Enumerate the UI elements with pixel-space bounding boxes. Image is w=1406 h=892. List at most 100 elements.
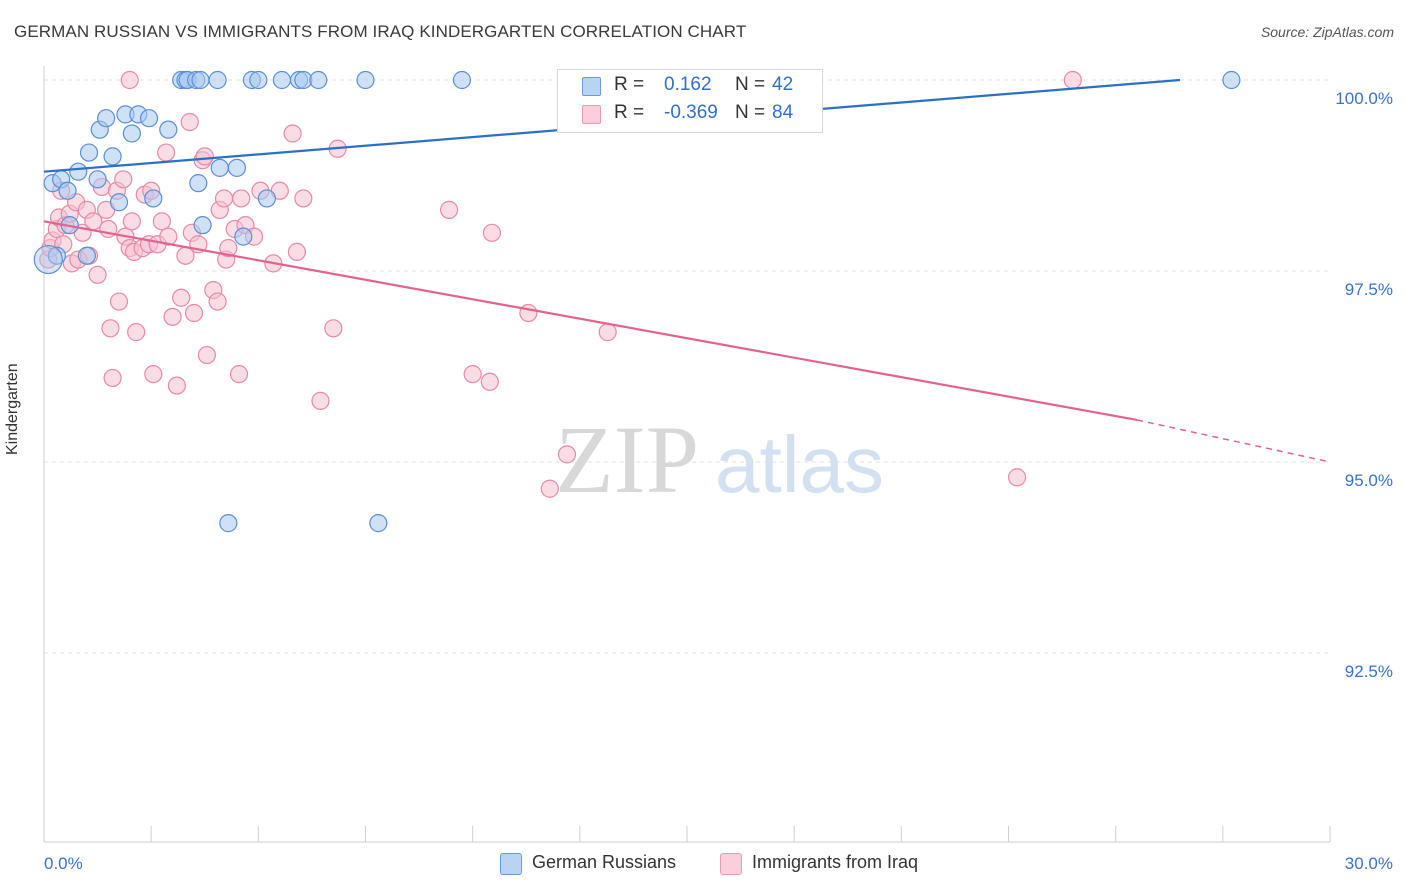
german-russians-point bbox=[58, 181, 77, 200]
legend-label: German Russians bbox=[532, 852, 677, 872]
immigrants-iraq-point bbox=[88, 265, 107, 284]
immigrants-iraq-point bbox=[311, 391, 330, 410]
immigrants-iraq-point bbox=[232, 189, 251, 208]
legend-n-label: N = bbox=[735, 102, 766, 123]
legend-r-label: R = bbox=[614, 102, 645, 123]
immigrants-iraq-point bbox=[101, 319, 120, 338]
ticks-layer: 100.0% 97.5% 95.0% 92.5% 0.0% 30.0% bbox=[44, 89, 1393, 873]
german-russians-point bbox=[189, 174, 208, 193]
chart-title: GERMAN RUSSIAN VS IMMIGRANTS FROM IRAQ K… bbox=[14, 22, 747, 41]
german-russians-point bbox=[234, 227, 253, 246]
immigrants-iraq-point bbox=[114, 170, 133, 189]
immigrants-iraq-point bbox=[172, 288, 191, 307]
legend-n-label: N = bbox=[735, 74, 766, 95]
german-russians-point bbox=[191, 70, 210, 90]
immigrants-iraq-point bbox=[167, 376, 186, 395]
immigrants-iraq-point bbox=[152, 212, 171, 231]
german-russians-point bbox=[33, 244, 63, 275]
legend-n-value: 84 bbox=[772, 102, 794, 123]
immigrants-iraq-point bbox=[197, 345, 216, 365]
immigrants-iraq-point bbox=[482, 223, 502, 242]
watermark-atlas: atlas bbox=[715, 420, 884, 509]
y-tick-label: 95.0% bbox=[1345, 471, 1393, 490]
german-russians-point bbox=[452, 70, 472, 90]
legend-swatch-pink bbox=[582, 105, 601, 124]
german-russians-point bbox=[47, 246, 66, 265]
german-russians-point bbox=[109, 193, 129, 212]
immigrants-iraq-point bbox=[294, 189, 313, 208]
german-russians-point bbox=[257, 189, 277, 208]
legend-r-label: R = bbox=[614, 74, 645, 95]
legend-r-value: 0.162 bbox=[664, 74, 712, 95]
immigrants-iraq-point bbox=[1007, 468, 1027, 487]
german-russians-point bbox=[144, 189, 163, 208]
german-russians-point bbox=[219, 514, 238, 533]
immigrants-iraq-point bbox=[109, 292, 129, 311]
stats-legend: R = 0.162 N = 42 R = -0.369 N = 84 bbox=[557, 69, 823, 133]
immigrants-iraq-point bbox=[480, 372, 499, 391]
immigrants-iraq-point bbox=[208, 292, 227, 311]
german-russians-point bbox=[103, 147, 122, 166]
german-russians-point bbox=[88, 170, 107, 189]
german-russians-point bbox=[369, 514, 388, 533]
immigrants-iraq-point bbox=[214, 189, 234, 208]
x-tick-label: 30.0% bbox=[1345, 854, 1393, 873]
immigrants-iraq-point bbox=[519, 303, 538, 323]
german-russians-point bbox=[97, 109, 116, 128]
legend-swatch-pink bbox=[720, 853, 742, 875]
german-russians-point bbox=[210, 158, 229, 177]
german-russians-point bbox=[1222, 70, 1241, 90]
legend-r-value: -0.369 bbox=[664, 102, 718, 123]
german-russians-point bbox=[356, 70, 375, 90]
immigrants-iraq-trendline-extension bbox=[1136, 419, 1331, 463]
german-russians-point bbox=[208, 70, 227, 90]
immigrants-iraq-point bbox=[557, 445, 577, 464]
axes-layer bbox=[43, 66, 1331, 843]
immigrants-iraq-trendline bbox=[43, 220, 1138, 422]
legend-swatch-blue bbox=[500, 853, 522, 875]
y-tick-label: 92.5% bbox=[1345, 662, 1393, 681]
immigrants-iraq-point bbox=[122, 212, 141, 231]
y-tick-label: 97.5% bbox=[1345, 280, 1393, 299]
german-russians-point bbox=[69, 162, 88, 181]
german-russians-point bbox=[77, 246, 96, 265]
y-tick-label: 100.0% bbox=[1335, 89, 1393, 108]
german-russians-point bbox=[193, 216, 212, 235]
german-russians-point bbox=[309, 70, 328, 90]
immigrants-iraq-point bbox=[229, 365, 249, 384]
immigrants-iraq-point bbox=[180, 112, 199, 132]
immigrants-iraq-point bbox=[159, 227, 178, 246]
german-russians-point bbox=[249, 70, 268, 90]
immigrants-iraq-point bbox=[283, 124, 302, 143]
immigrants-iraq-point bbox=[540, 479, 559, 498]
immigrants-iraq-point bbox=[324, 319, 343, 338]
immigrants-iraq-point bbox=[144, 365, 163, 384]
german-russians-point bbox=[227, 158, 246, 177]
immigrants-iraq-point bbox=[287, 242, 307, 261]
series-legend: German Russians Immigrants from Iraq bbox=[0, 852, 1406, 878]
immigrants-iraq-point bbox=[195, 147, 214, 166]
legend-swatch-blue bbox=[582, 77, 601, 96]
immigrants-iraq-point bbox=[127, 323, 146, 342]
german-russians-point bbox=[159, 120, 178, 139]
legend-label: Immigrants from Iraq bbox=[752, 852, 919, 872]
german-russians-point bbox=[272, 70, 292, 90]
immigrants-iraq-point bbox=[163, 307, 182, 326]
german-russians-point bbox=[79, 143, 99, 162]
x-tick-label: 0.0% bbox=[44, 854, 83, 873]
watermark: ZIP atlas bbox=[555, 406, 884, 513]
immigrants-iraq-point bbox=[157, 143, 176, 162]
immigrants-iraq-point bbox=[598, 323, 617, 342]
immigrants-iraq-point bbox=[1063, 70, 1082, 90]
legend-n-value: 42 bbox=[772, 74, 794, 95]
immigrants-iraq-point bbox=[120, 70, 139, 90]
watermark-zip: ZIP bbox=[555, 406, 699, 513]
y-axis-label: Kindergarten bbox=[4, 363, 21, 455]
immigrants-iraq-point bbox=[219, 238, 238, 258]
immigrants-iraq-point bbox=[184, 303, 204, 323]
immigrants-iraq-point bbox=[463, 365, 482, 384]
source-label: Source: ZipAtlas.com bbox=[1260, 24, 1394, 40]
german-russians-point bbox=[139, 109, 159, 128]
german-russians-point bbox=[122, 124, 141, 143]
